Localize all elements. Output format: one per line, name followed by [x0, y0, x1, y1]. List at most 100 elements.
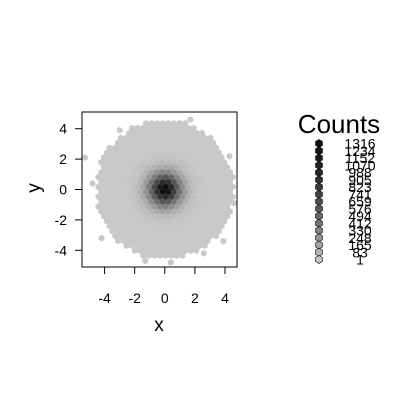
hex-cell — [221, 208, 228, 215]
hex-cell — [204, 178, 211, 186]
hex-cell — [109, 227, 116, 235]
legend-swatch — [315, 233, 323, 243]
y-axis-title: y — [24, 183, 45, 193]
hex-cell — [179, 242, 186, 250]
hex-cell — [162, 183, 169, 191]
hex-cell — [185, 203, 191, 210]
hex-cell — [204, 208, 211, 215]
hex-cell — [202, 193, 208, 201]
hex-cell — [103, 168, 110, 176]
hex-cell — [106, 173, 113, 181]
hex-cell — [204, 139, 211, 147]
hex-cell — [190, 144, 197, 152]
hex-cell — [168, 164, 175, 171]
hex-cell — [145, 144, 152, 152]
hex-cell — [145, 124, 152, 132]
hex-cell — [106, 193, 113, 201]
hex-cell — [190, 213, 197, 220]
hex-cell — [134, 154, 141, 161]
hex-cell — [109, 168, 116, 176]
legend-swatch — [315, 168, 323, 177]
hex-cell — [117, 164, 124, 171]
hex-cell — [193, 188, 200, 196]
hex-cell — [145, 154, 152, 161]
hex-cell — [120, 149, 127, 156]
hex-cell — [129, 124, 135, 132]
hex-cell — [106, 164, 113, 171]
hex-cell — [151, 173, 158, 181]
hex-cell — [103, 178, 110, 186]
hex-cell — [173, 183, 180, 191]
hex-cell — [227, 208, 233, 215]
hex-cell — [207, 154, 214, 161]
hex-cell — [137, 129, 144, 137]
hex-cell — [176, 198, 183, 205]
hex-cell — [140, 252, 147, 259]
hex-cell — [148, 178, 155, 186]
hex-cell — [204, 217, 211, 225]
hex-cell — [224, 213, 231, 220]
hex-cell — [221, 178, 228, 186]
hex-cell — [148, 139, 155, 147]
hex-cell — [140, 183, 147, 191]
hex-cell — [115, 237, 121, 245]
hex-cell — [199, 168, 205, 176]
hex-cell — [199, 149, 205, 156]
hex-cell — [204, 159, 211, 166]
hex-cell — [171, 188, 177, 196]
hex-cell — [103, 188, 110, 196]
hex-cell — [173, 193, 180, 201]
hex-cell — [157, 242, 163, 250]
hex-cell — [112, 183, 119, 191]
hex-cell — [131, 247, 138, 254]
hex-cell — [165, 168, 172, 176]
hex-cell — [185, 193, 191, 201]
hex-cell — [143, 129, 149, 137]
hex-cell — [117, 232, 124, 240]
hex-cell — [168, 222, 175, 230]
hex-cell — [168, 183, 175, 191]
hex-cell — [151, 124, 158, 132]
hex-cell — [176, 188, 183, 196]
hex-cell — [168, 242, 175, 250]
legend-title: Counts — [298, 109, 380, 139]
hex-cell — [193, 198, 200, 205]
hex-cell — [202, 213, 208, 220]
hex-cell — [143, 237, 149, 245]
hex-cell — [134, 164, 141, 171]
hex-cell — [165, 247, 172, 254]
hex-cell — [129, 203, 135, 210]
hex-cell — [148, 208, 155, 215]
hex-cell — [173, 222, 180, 230]
hex-cell — [131, 129, 138, 137]
hex-cell — [190, 154, 197, 161]
hex-cell — [165, 149, 172, 156]
hex-cell — [123, 164, 130, 171]
hex-cell — [157, 124, 163, 132]
hex-cell — [216, 188, 222, 196]
legend-label: 823 — [348, 179, 372, 195]
hex-cell — [134, 134, 141, 142]
hex-cell — [165, 119, 172, 127]
hex-cell — [137, 188, 144, 196]
hex-cell — [159, 217, 166, 225]
hex-cell — [179, 164, 186, 171]
hex-cell — [145, 134, 152, 142]
hex-cell — [173, 164, 180, 171]
hex-cell — [159, 139, 166, 147]
hex-cell — [162, 222, 169, 230]
legend-swatch — [315, 247, 323, 257]
hex-cell — [171, 237, 177, 245]
hex-cell — [98, 159, 105, 166]
legend-swatch — [315, 255, 323, 264]
hex-cell — [157, 134, 163, 142]
hex-cell — [176, 208, 183, 215]
hex-cell — [171, 159, 177, 166]
legend-swatch — [315, 204, 323, 214]
hex-cell — [145, 203, 152, 210]
hex-cell — [168, 252, 175, 259]
hex-cell — [199, 178, 205, 186]
hex-cell — [117, 144, 124, 152]
hex-cell — [202, 144, 208, 152]
hex-cell — [182, 188, 189, 196]
